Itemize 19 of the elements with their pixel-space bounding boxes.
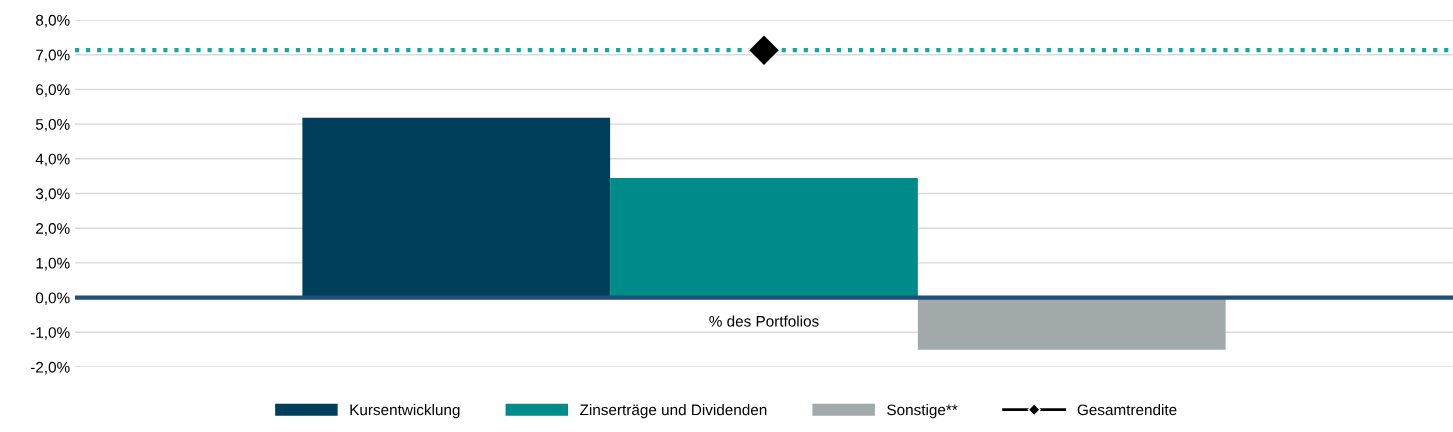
y-tick-label: 0,0% [35,292,70,306]
y-tick-label: 4,0% [35,153,70,167]
legend-label: Zinserträge und Dividenden [580,404,767,419]
y-tick-label: 2,0% [36,223,70,236]
y-tick-label: -2,0% [30,361,70,375]
y-tick-label: -1,0% [30,327,70,340]
y-tick-label: 8,0% [35,14,70,28]
y-tick-label: 5,0% [35,118,70,132]
legend-label: Sonstige** [887,404,958,419]
legend-label: Kursentwicklung [350,404,460,419]
x-tick-label: % des Portfolios [709,315,819,327]
bar [610,177,918,298]
y-tick-label: 6,0% [36,84,70,97]
bar [302,117,611,298]
bar [917,297,1226,350]
y-tick-label: 3,0% [35,188,70,201]
y-tick-label: 7,0% [36,49,70,63]
legend-label: Gesamtrendite [1077,404,1177,416]
y-tick-label: 1,0% [36,257,70,271]
